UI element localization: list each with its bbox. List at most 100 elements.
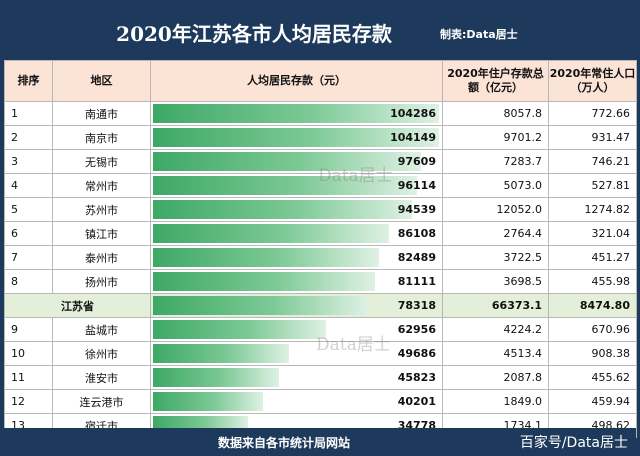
deposit-table: 排序 地区 人均居民存款（元） 2020年住户存款总额（亿元） 2020年常住人…	[4, 60, 637, 438]
data-bar	[153, 224, 389, 243]
column-header-per-capita: 人均居民存款（元）	[150, 60, 443, 102]
rank-cell: 8	[4, 269, 53, 294]
per-capita-value: 104286	[390, 107, 436, 120]
per-capita-cell: 86108	[150, 221, 443, 246]
column-header-deposits: 2020年住户存款总额（亿元）	[442, 60, 549, 102]
per-capita-value: 96114	[397, 179, 436, 192]
rank-cell: 11	[4, 365, 53, 390]
table-row: 7 泰州市 82489 3722.5 451.27	[4, 245, 637, 270]
region-cell: 徐州市	[52, 341, 151, 366]
population-cell: 670.96	[548, 317, 637, 342]
table-row: 4 常州市 96114 5073.0 527.81	[4, 173, 637, 198]
region-cell: 常州市	[52, 173, 151, 198]
province-total-row: 江苏省 78318 66373.1 8474.80	[4, 293, 637, 318]
deposits-cell: 2764.4	[442, 221, 549, 246]
rank-cell: 10	[4, 341, 53, 366]
table-row: 3 无锡市 97609 7283.7 746.21	[4, 149, 637, 174]
per-capita-cell: 78318	[150, 293, 443, 318]
rank-cell: 4	[4, 173, 53, 198]
per-capita-value: 78318	[397, 299, 436, 312]
region-cell: 扬州市	[52, 269, 151, 294]
data-bar	[153, 128, 439, 147]
per-capita-value: 97609	[397, 155, 436, 168]
column-header-population: 2020年常住人口（万人）	[548, 60, 637, 102]
population-cell: 321.04	[548, 221, 637, 246]
per-capita-cell: 97609	[150, 149, 443, 174]
region-cell: 泰州市	[52, 245, 151, 270]
per-capita-value: 62956	[397, 323, 436, 336]
data-bar	[153, 368, 279, 387]
table-row: 2 南京市 104149 9701.2 931.47	[4, 125, 637, 150]
per-capita-cell: 49686	[150, 341, 443, 366]
page-title: 2020年江苏各市人均居民存款	[116, 22, 392, 46]
population-cell: 527.81	[548, 173, 637, 198]
population-cell: 455.98	[548, 269, 637, 294]
deposits-cell: 9701.2	[442, 125, 549, 150]
publisher-watermark: 百家号/Data居士	[519, 435, 628, 451]
data-bar	[153, 176, 417, 195]
rank-cell: 1	[4, 101, 53, 126]
deposits-cell: 12052.0	[442, 197, 549, 222]
region-cell: 无锡市	[52, 149, 151, 174]
deposits-cell: 3698.5	[442, 269, 549, 294]
deposits-cell: 2087.8	[442, 365, 549, 390]
table-row: 5 苏州市 94539 12052.0 1274.82	[4, 197, 637, 222]
rank-cell: 12	[4, 389, 53, 414]
data-bar	[153, 152, 421, 171]
deposits-cell: 1849.0	[442, 389, 549, 414]
per-capita-value: 94539	[397, 203, 436, 216]
province-region-cell: 江苏省	[4, 293, 151, 318]
table-row: 12 连云港市 40201 1849.0 459.94	[4, 389, 637, 414]
region-cell: 淮安市	[52, 365, 151, 390]
population-cell: 746.21	[548, 149, 637, 174]
per-capita-value: 86108	[397, 227, 436, 240]
per-capita-value: 104149	[390, 131, 436, 144]
deposits-cell: 66373.1	[442, 293, 549, 318]
rank-cell: 6	[4, 221, 53, 246]
rank-cell: 3	[4, 149, 53, 174]
population-cell: 451.27	[548, 245, 637, 270]
per-capita-value: 49686	[397, 347, 436, 360]
data-bar	[153, 104, 439, 123]
per-capita-value: 40201	[397, 395, 436, 408]
source-note: 数据来自各市统计局网站	[217, 436, 350, 450]
per-capita-value: 45823	[397, 371, 436, 384]
per-capita-value: 81111	[397, 275, 436, 288]
column-header-rank: 排序	[4, 60, 53, 102]
per-capita-value: 82489	[397, 251, 436, 264]
deposits-cell: 7283.7	[442, 149, 549, 174]
data-bar	[153, 200, 412, 219]
population-cell: 455.62	[548, 365, 637, 390]
rank-cell: 9	[4, 317, 53, 342]
deposits-cell: 8057.8	[442, 101, 549, 126]
credit-label: 制表:Data居士	[440, 28, 518, 41]
table-row: 8 扬州市 81111 3698.5 455.98	[4, 269, 637, 294]
population-cell: 1274.82	[548, 197, 637, 222]
per-capita-cell: 104149	[150, 125, 443, 150]
region-cell: 南京市	[52, 125, 151, 150]
region-cell: 南通市	[52, 101, 151, 126]
rank-cell: 5	[4, 197, 53, 222]
per-capita-cell: 62956	[150, 317, 443, 342]
table-body: 1 南通市 104286 8057.8 772.66 2 南京市 104149 9701.2 93…	[4, 101, 637, 438]
per-capita-cell: 94539	[150, 197, 443, 222]
table-row: 10 徐州市 49686 4513.4 908.38	[4, 341, 637, 366]
population-cell: 908.38	[548, 341, 637, 366]
data-bar	[153, 320, 326, 339]
deposits-cell: 3722.5	[442, 245, 549, 270]
table-header-row: 排序 地区 人均居民存款（元） 2020年住户存款总额（亿元） 2020年常住人…	[4, 60, 637, 102]
per-capita-cell: 82489	[150, 245, 443, 270]
per-capita-cell: 96114	[150, 173, 443, 198]
population-cell: 772.66	[548, 101, 637, 126]
table-row: 9 盐城市 62956 4224.2 670.96	[4, 317, 637, 342]
per-capita-cell: 45823	[150, 365, 443, 390]
data-bar	[153, 392, 263, 411]
table-row: 1 南通市 104286 8057.8 772.66	[4, 101, 637, 126]
data-bar	[153, 344, 289, 363]
rank-cell: 7	[4, 245, 53, 270]
region-cell: 镇江市	[52, 221, 151, 246]
per-capita-cell: 40201	[150, 389, 443, 414]
per-capita-cell: 81111	[150, 269, 443, 294]
region-cell: 苏州市	[52, 197, 151, 222]
table-row: 6 镇江市 86108 2764.4 321.04	[4, 221, 637, 246]
